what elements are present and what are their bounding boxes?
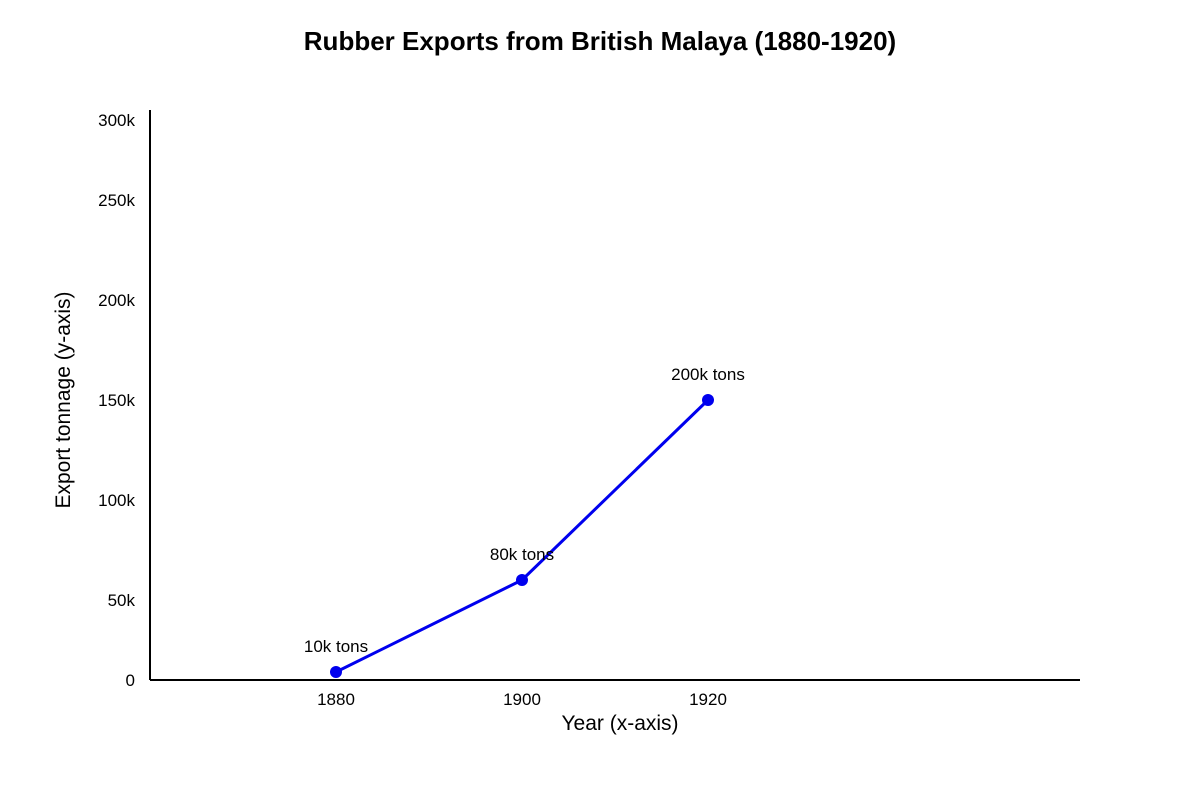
y-tick-label: 50k (108, 591, 136, 610)
y-tick-label: 150k (98, 391, 135, 410)
data-label: 10k tons (304, 637, 368, 656)
data-label: 80k tons (490, 545, 554, 564)
x-tick-label: 1920 (689, 690, 727, 709)
y-tick-label: 200k (98, 291, 135, 310)
x-tick-label: 1900 (503, 690, 541, 709)
y-tick-label: 100k (98, 491, 135, 510)
chart-title: Rubber Exports from British Malaya (1880… (304, 26, 896, 56)
series-line (335, 398, 710, 674)
y-tick-labels: 0 50k 100k 150k 200k 250k 300k (98, 111, 135, 690)
x-tick-label: 1880 (317, 690, 355, 709)
y-tick-label: 300k (98, 111, 135, 130)
data-point (702, 394, 714, 406)
data-point (516, 574, 528, 586)
series-export-tonnage: 10k tons 80k tons 200k tons (304, 365, 745, 678)
y-axis-label: Export tonnage (y-axis) (52, 291, 75, 508)
data-point (330, 666, 342, 678)
data-label: 200k tons (671, 365, 745, 384)
x-tick-labels: 1880 1900 1920 (317, 690, 727, 709)
y-tick-label: 0 (126, 671, 135, 690)
y-tick-label: 250k (98, 191, 135, 210)
x-axis-label: Year (x-axis) (561, 712, 678, 735)
